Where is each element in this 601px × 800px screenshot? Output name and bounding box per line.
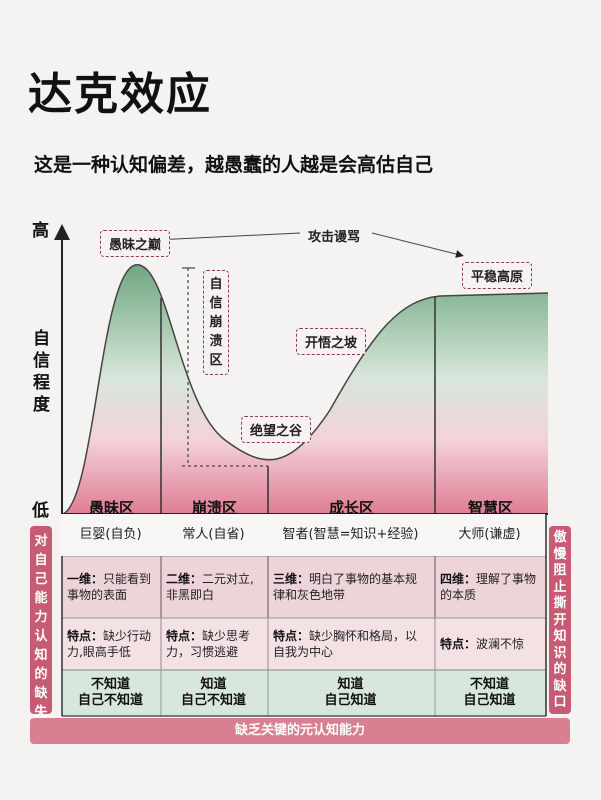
zone-knowledge: 知道 自己不知道	[180, 677, 246, 708]
attack-label: 攻击谩骂	[308, 230, 361, 245]
zone-name-ignorance: 愚昧区	[88, 499, 134, 517]
zone-role: 常人(自省)	[160, 514, 267, 556]
page-title: 达克效应	[28, 69, 212, 120]
zone-feature: 特点：波澜不惊	[440, 637, 525, 651]
zone-table: 巨婴(自负) 一维：只能看到事物的表面 特点：缺少行动力,眼高手低 不知道 自己…	[61, 514, 545, 716]
zone-name-collapse: 崩溃区	[191, 499, 237, 517]
zone-role: 智者(智慧=知识+经验)	[267, 514, 434, 556]
zone-dimension: 三维：明白了事物的基本规律和灰色地带	[273, 572, 418, 602]
y-axis-low-label: 低	[32, 501, 49, 521]
slope-tag: 开悟之坡	[296, 328, 367, 355]
zone-column: 常人(自省) 二维：二元对立,非黑即白 特点：缺少思考力，习惯逃避 知道 自己不…	[160, 514, 267, 716]
zone-knowledge: 不知道 自己知道	[463, 677, 516, 708]
zone-column: 智者(智慧=知识+经验) 三维：明白了事物的基本规律和灰色地带 特点：缺少胸怀和…	[267, 514, 434, 716]
attack-arrow	[154, 232, 301, 241]
zone-column: 大师(谦虚) 四维：理解了事物的本质 特点：波澜不惊 不知道 自己知道	[434, 514, 545, 716]
zone-feature: 特点：缺少思考力，习惯逃避	[166, 629, 251, 659]
plateau-tag: 平稳高原	[462, 262, 533, 289]
zone-knowledge: 不知道 自己不知道	[77, 677, 143, 708]
zone-dimension: 二维：二元对立,非黑即白	[166, 572, 254, 602]
collapse-zone-tag: 自信崩溃区	[203, 270, 229, 375]
right-side-label: 傲慢阻止撕开知识的缺口	[549, 526, 571, 714]
zone-dimension: 一维：只能看到事物的表面	[67, 572, 152, 602]
zone-role: 大师(谦虚)	[434, 514, 545, 556]
confidence-curve-fill	[63, 264, 548, 514]
zone-role: 巨婴(自负)	[61, 514, 160, 556]
valley-tag: 绝望之谷	[241, 416, 312, 443]
page-subtitle: 这是一种认知偏差，越愚蠢的人越是会高估自己	[34, 154, 434, 176]
zone-column: 巨婴(自负) 一维：只能看到事物的表面 特点：缺少行动力,眼高手低 不知道 自己…	[61, 514, 160, 716]
bottom-bar: 缺乏关键的元认知能力	[30, 718, 570, 744]
left-side-label: 对自己能力认知的缺 失	[30, 526, 52, 720]
zone-dimension: 四维：理解了事物的本质	[440, 572, 537, 602]
y-axis-title: 自信程度	[33, 329, 50, 415]
y-axis-high-label: 高	[32, 221, 49, 241]
confidence-curve-line	[62, 264, 549, 515]
zone-feature: 特点：缺少行动力,眼高手低	[67, 629, 152, 659]
zone-feature: 特点：缺少胸怀和格局，以自我为中心	[273, 629, 418, 659]
zone-knowledge: 知道 自己知道	[324, 677, 377, 708]
peak-tag: 愚昧之巅	[100, 230, 171, 257]
zone-name-growth: 成长区	[328, 499, 374, 517]
zone-name-wisdom: 智慧区	[467, 499, 513, 517]
